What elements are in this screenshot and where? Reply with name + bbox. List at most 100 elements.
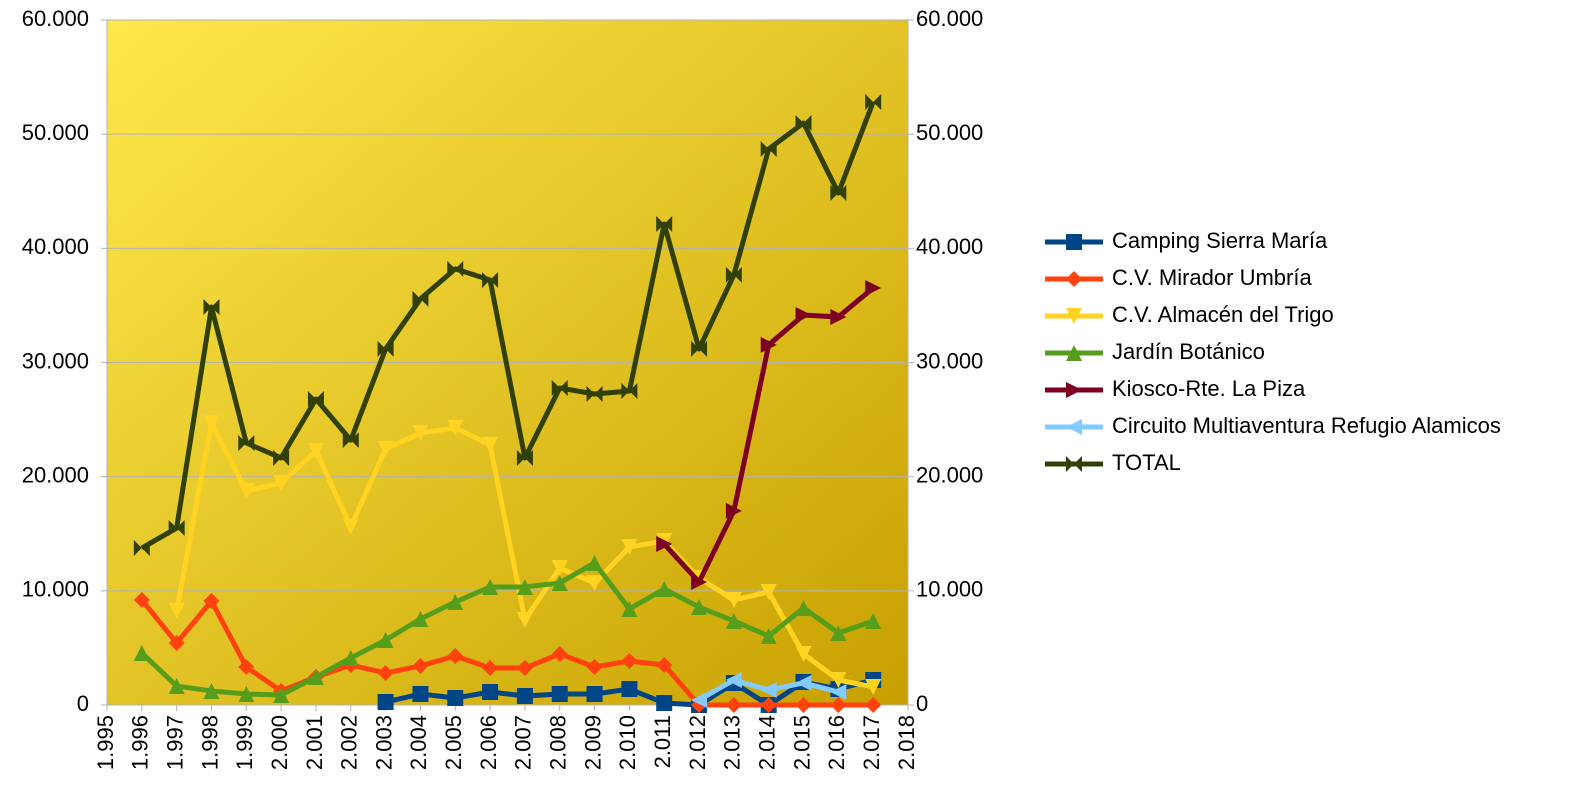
point-marker [621,681,638,698]
point-marker [377,632,394,649]
legend-label: C.V. Mirador Umbría [1112,265,1312,290]
point-marker [586,554,603,571]
point-marker [621,653,638,670]
point-marker [656,694,673,711]
x-tick-label: 2.017 [859,715,884,770]
point-marker [760,697,777,713]
point-marker [551,574,568,591]
x-tick-label: 2.018 [894,715,919,770]
y-tick-label: 30.000 [22,348,89,373]
point-marker [725,591,742,608]
point-marker [865,93,882,110]
y2-tick-label: 60.000 [916,6,983,31]
point-marker [551,379,568,396]
point-marker [865,612,882,629]
point-marker [865,697,882,713]
y-tick-label: 40.000 [22,234,89,259]
point-marker [168,678,185,695]
point-marker [238,482,255,499]
point-marker [516,449,533,466]
point-marker [656,657,673,674]
point-marker [760,336,777,353]
y2-tick-label: 10.000 [916,577,983,602]
point-marker [830,683,847,700]
point-marker [133,644,150,661]
point-marker [307,391,324,408]
legend-label: TOTAL [1112,450,1181,475]
point-marker [447,690,464,707]
point-marker [691,599,708,616]
x-tick-label: 2.010 [615,715,640,770]
point-marker [760,583,777,600]
y2-tick-label: 20.000 [916,462,983,487]
series-line [140,101,876,551]
point-marker [691,574,708,591]
y-tick-label: 0 [77,691,89,716]
point-marker [760,141,777,158]
point-marker [168,520,185,537]
x-tick-label: 1.998 [197,715,222,770]
point-marker [586,686,603,703]
legend-label: C.V. Almacén del Trigo [1112,302,1334,327]
point-marker [482,660,499,677]
x-tick-label: 1.999 [232,715,257,770]
legend-label: Kiosco-Rte. La Piza [1112,376,1306,401]
point-marker [342,432,359,449]
x-tick-label: 2.014 [755,715,780,770]
point-marker [342,649,359,666]
point-marker [725,612,742,629]
point-marker [412,290,429,307]
y2-tick-label: 50.000 [916,120,983,145]
point-marker [725,502,742,519]
point-marker [168,635,185,652]
x-tick-label: 2.013 [720,715,745,770]
point-marker [586,574,603,591]
y-tick-label: 50.000 [22,120,89,145]
point-marker [377,440,394,457]
x-tick-label: 2.000 [267,715,292,770]
point-marker [830,308,847,325]
x-tick-label: 1.997 [162,715,187,770]
point-marker [586,386,603,403]
point-marker [586,658,603,675]
point-marker [203,592,220,609]
y-tick-label: 60.000 [22,6,89,31]
point-marker [412,424,429,441]
legend-label: Camping Sierra María [1112,228,1328,253]
y2-tick-label: 30.000 [916,348,983,373]
series-line [139,598,874,708]
point-marker [447,648,464,665]
point-marker [238,686,255,703]
x-tick-label: 2.005 [441,715,466,770]
legend-marker [1066,271,1082,287]
point-marker [760,628,777,645]
point-marker [795,307,812,324]
point-marker [551,560,568,576]
point-marker [447,260,464,277]
point-marker [482,683,499,700]
x-tick-label: 1.996 [128,715,153,770]
legend-marker [1066,308,1082,324]
point-marker [621,600,638,617]
point-marker [725,266,742,283]
x-tick-label: 2.007 [511,715,536,770]
point-marker [795,697,812,713]
point-marker [412,686,429,703]
y2-tick-label: 40.000 [916,234,983,259]
point-marker [656,581,673,598]
point-marker [830,184,847,201]
x-tick-label: 2.006 [476,715,501,770]
point-marker [516,578,533,595]
y-tick-label: 10.000 [22,577,89,602]
point-marker [133,540,150,557]
point-marker [795,114,812,131]
legend-marker [1066,345,1082,361]
point-marker [482,578,499,595]
point-marker [342,518,359,535]
point-marker [203,299,220,316]
legend-marker [1066,456,1082,472]
point-marker [377,694,394,711]
point-marker [273,449,290,466]
point-marker [516,687,533,704]
